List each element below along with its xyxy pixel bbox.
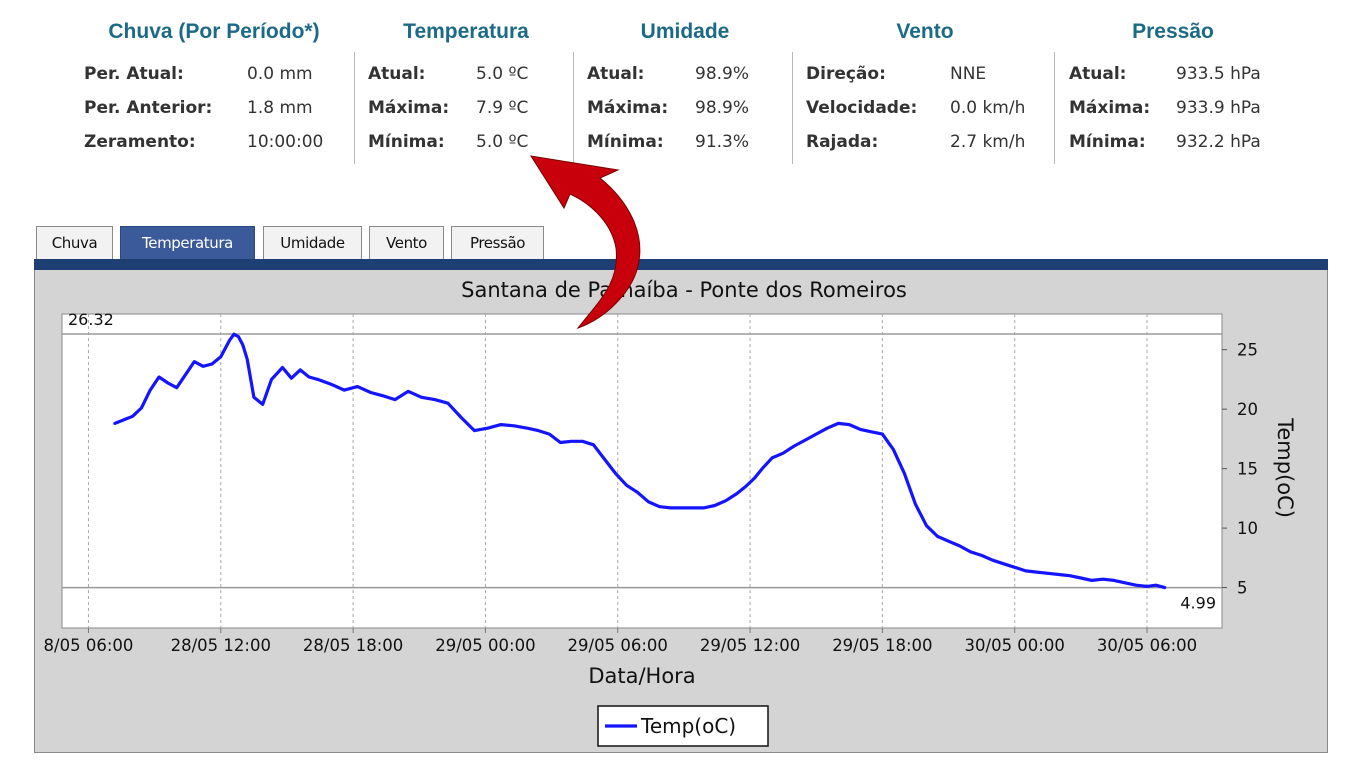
value-pressao-maxima: 933.9 hPa: [1176, 98, 1261, 118]
y-tick-label: 15: [1237, 460, 1258, 479]
section-title-temperatura: Temperatura: [403, 20, 529, 43]
y-axis-label: Temp(oC): [1273, 417, 1297, 518]
label-temp-maxima: Máxima:: [368, 98, 450, 118]
label-temp-atual: Atual:: [368, 64, 426, 84]
x-tick-label: 29/05 12:00: [700, 636, 800, 655]
label-vento-rajada: Rajada:: [806, 132, 879, 152]
label-chuva-anterior: Per. Anterior:: [84, 98, 213, 118]
value-temp-minima: 5.0 ºC: [476, 132, 529, 152]
value-vento-direcao: NNE: [950, 64, 987, 84]
chart-panel-header-bar: [34, 259, 1328, 270]
label-vento-velocidade: Velocidade:: [806, 98, 918, 118]
value-chuva-zeramento: 10:00:00: [247, 132, 324, 152]
tab-vento[interactable]: Vento: [369, 226, 444, 260]
value-chuva-atual: 0.0 mm: [247, 64, 313, 84]
value-chuva-anterior: 1.8 mm: [247, 98, 313, 118]
section-title-vento: Vento: [896, 20, 954, 43]
value-temp-atual: 5.0 ºC: [476, 64, 529, 84]
x-tick-label: 28/05 12:00: [171, 636, 271, 655]
legend: Temp(oC): [597, 705, 769, 747]
legend-entry-temp: Temp(oC): [640, 714, 736, 738]
x-tick-label: 30/05 00:00: [965, 636, 1065, 655]
column-divider: [354, 52, 355, 164]
column-divider: [792, 52, 793, 164]
vertical-gridlines: [87, 314, 1148, 633]
x-axis-label: Data/Hora: [588, 664, 695, 688]
label-pressao-minima: Mínima:: [1069, 132, 1146, 152]
label-temp-minima: Mínima:: [368, 132, 445, 152]
x-tick-label: 29/05 00:00: [435, 636, 535, 655]
value-vento-rajada: 2.7 km/h: [950, 132, 1026, 152]
value-vento-velocidade: 0.0 km/h: [950, 98, 1026, 118]
tab-pressao[interactable]: Pressão: [451, 226, 544, 260]
x-tick-labels: 8/05 06:00 28/05 12:00 28/05 18:00 29/05 00…: [44, 636, 1198, 655]
value-pressao-minima: 932.2 hPa: [1176, 132, 1261, 152]
x-tick-label: 29/05 18:00: [832, 636, 932, 655]
section-title-pressao: Pressão: [1132, 20, 1214, 43]
x-tick-label: 30/05 06:00: [1097, 636, 1197, 655]
value-pressao-atual: 933.5 hPa: [1176, 64, 1261, 84]
section-title-umidade: Umidade: [640, 20, 730, 43]
x-tick-label: 29/05 06:00: [568, 636, 668, 655]
label-pressao-maxima: Máxima:: [1069, 98, 1151, 118]
curved-arrow-icon: [529, 155, 641, 330]
label-pressao-atual: Atual:: [1069, 64, 1127, 84]
min-value-label: 4.99: [1180, 594, 1216, 613]
y-axis: 5 10 15 20 25: [1222, 341, 1258, 598]
column-divider: [1054, 52, 1055, 164]
x-tick-label: 8/05 06:00: [44, 636, 134, 655]
label-vento-direcao: Direção:: [806, 64, 886, 84]
y-tick-label: 25: [1237, 341, 1258, 360]
tab-chuva[interactable]: Chuva: [36, 226, 113, 260]
y-tick-label: 20: [1237, 400, 1258, 419]
label-umidade-minima: Mínima:: [587, 132, 664, 152]
value-umidade-atual: 98.9%: [695, 64, 750, 84]
max-value-label: 26.32: [68, 310, 114, 329]
x-tick-label: 28/05 18:00: [303, 636, 403, 655]
tab-temperatura[interactable]: Temperatura: [120, 226, 255, 260]
label-chuva-zeramento: Zeramento:: [84, 132, 196, 152]
plot-area: [61, 313, 1223, 629]
series-line-temp: [113, 332, 1167, 590]
column-divider: [573, 52, 574, 164]
y-tick-label: 10: [1237, 519, 1258, 538]
value-temp-maxima: 7.9 ºC: [476, 98, 529, 118]
value-umidade-maxima: 98.9%: [695, 98, 750, 118]
y-tick-label: 5: [1237, 579, 1248, 598]
tab-umidade[interactable]: Umidade: [263, 226, 362, 260]
label-umidade-atual: Atual:: [587, 64, 645, 84]
label-chuva-atual: Per. Atual:: [84, 64, 184, 84]
label-umidade-maxima: Máxima:: [587, 98, 669, 118]
section-title-chuva: Chuva (Por Período*): [108, 20, 320, 43]
chart-title: Santana de Parnaíba - Ponte dos Romeiros: [461, 278, 907, 302]
value-umidade-minima: 91.3%: [695, 132, 750, 152]
